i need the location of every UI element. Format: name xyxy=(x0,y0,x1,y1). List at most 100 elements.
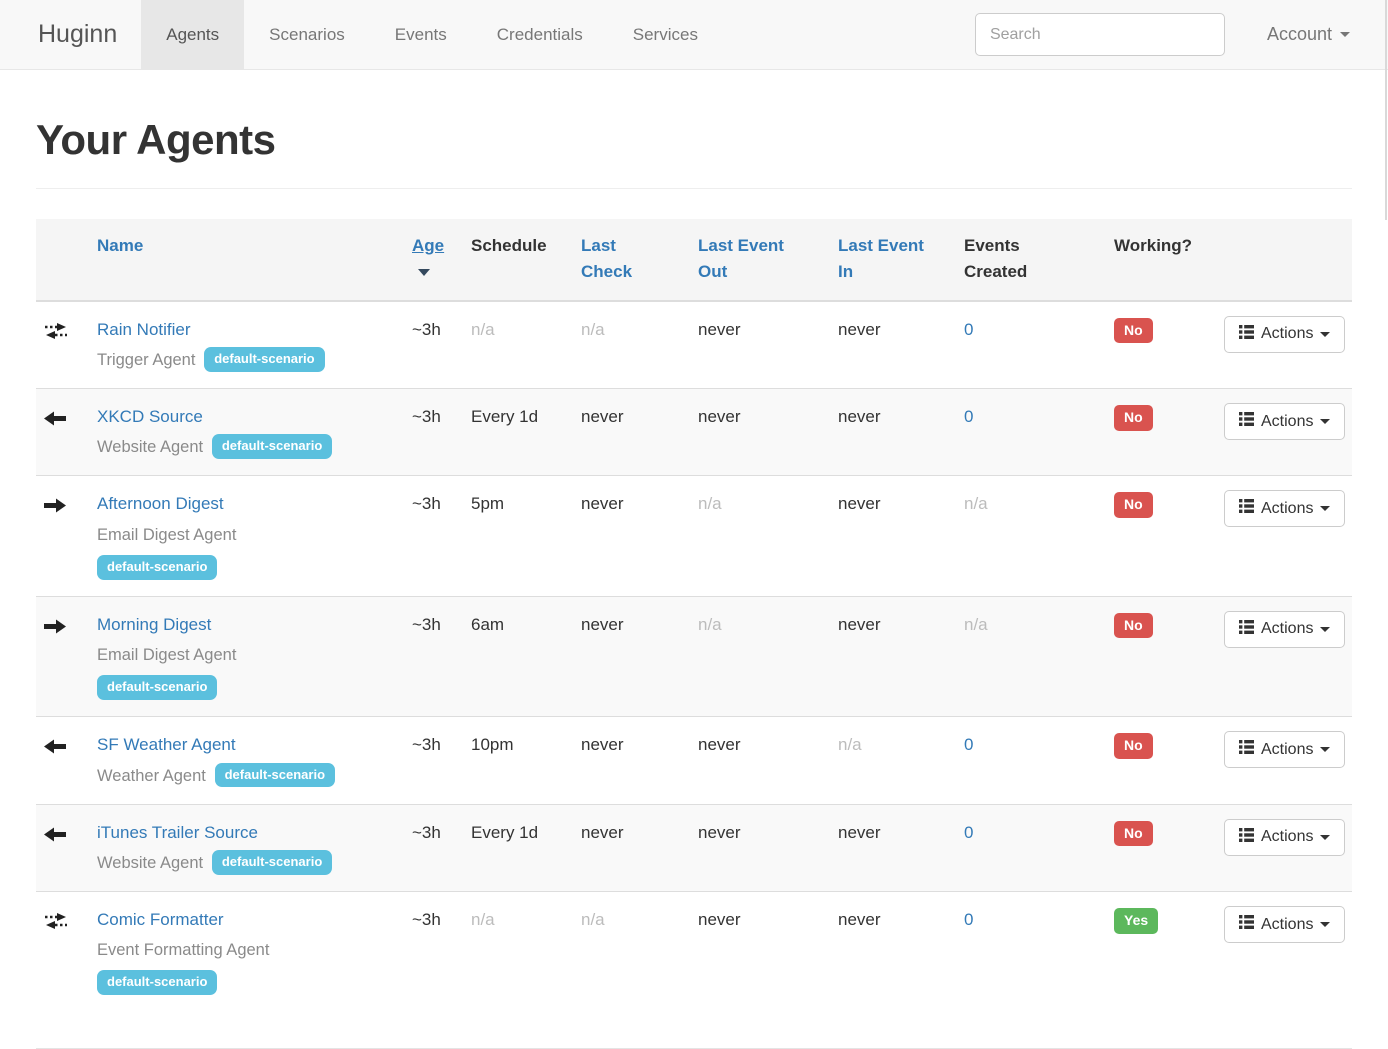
last-event-in-column-header: Last Event In xyxy=(830,219,956,302)
brand-logo[interactable]: Huginn xyxy=(38,20,118,48)
agent-name-link[interactable]: SF Weather Agent xyxy=(97,735,236,755)
schedule-cell: 6am xyxy=(463,595,573,717)
nav-item-events[interactable]: Events xyxy=(394,24,447,44)
list-icon xyxy=(1239,619,1254,639)
cell-value: n/a xyxy=(471,319,495,339)
cell-value: never xyxy=(838,614,881,634)
scenario-badge[interactable]: default-scenario xyxy=(97,970,218,996)
last-event-in-cell: never xyxy=(830,388,956,476)
main-content: Your Agents Name Age Schedule Last Check… xyxy=(36,116,1352,1049)
list-icon xyxy=(1239,499,1254,518)
top-navbar: Huginn Agents Scenarios Events Credentials S… xyxy=(0,0,1388,70)
scenario-badge[interactable]: default-scenario xyxy=(204,346,325,372)
working-cell: No xyxy=(1106,301,1216,389)
cell-value: n/a xyxy=(698,494,722,514)
scenario-badge[interactable]: default-scenario xyxy=(97,554,218,580)
last-event-out-column-header: Last Event Out xyxy=(690,219,830,302)
events-created-link[interactable]: 0 xyxy=(964,319,974,339)
scenario-badge[interactable]: default-scenario xyxy=(211,849,333,875)
table-header: Name Age Schedule Last Check Last Event … xyxy=(36,219,1352,302)
agent-name-link[interactable]: iTunes Trailer Source xyxy=(97,822,258,842)
nav-item-agents[interactable]: Agents xyxy=(141,0,245,69)
sort-by-name[interactable]: Name xyxy=(97,236,144,255)
working-status-badge: No xyxy=(1114,733,1153,759)
search-input[interactable] xyxy=(974,13,1225,56)
last-event-in-cell: never xyxy=(830,891,956,1012)
events-created-link[interactable]: 0 xyxy=(964,407,974,427)
nav-item-credentials[interactable]: Credentials xyxy=(496,24,583,44)
actions-button[interactable]: Actions xyxy=(1224,610,1346,648)
actions-cell: Actions xyxy=(1216,475,1352,597)
events-created-cell: 0 xyxy=(956,388,1106,476)
nav-item-services[interactable]: Services xyxy=(632,24,698,44)
schedule-column-header: Schedule xyxy=(463,219,573,302)
schedule-cell: 5pm xyxy=(463,475,573,597)
agent-name-link[interactable]: Afternoon Digest xyxy=(97,494,224,514)
account-menu[interactable]: Account xyxy=(1225,24,1388,45)
last-event-in-cell: n/a xyxy=(830,716,956,805)
schedule-cell: n/a xyxy=(463,301,573,389)
agent-name-link[interactable]: XKCD Source xyxy=(97,407,203,427)
agent-name-link[interactable]: Comic Formatter xyxy=(97,910,224,930)
agent-type-label: Email Digest Agent xyxy=(97,646,237,665)
agent-name-link[interactable]: Morning Digest xyxy=(97,614,212,634)
actions-column-header xyxy=(1216,219,1352,302)
agent-icon-cell xyxy=(36,891,89,1012)
cell-value: n/a xyxy=(838,735,862,755)
age-cell: ~3h xyxy=(404,301,463,389)
cell-value: Every 1d xyxy=(471,822,539,842)
last-event-out-cell: n/a xyxy=(690,595,830,717)
table-body: Rain Notifier Trigger Agent default-scena… xyxy=(36,301,1352,1012)
arrow-right-icon xyxy=(44,494,66,521)
actions-button[interactable]: Actions xyxy=(1224,403,1346,441)
last-check-cell: n/a xyxy=(573,891,690,1012)
events-created-cell: 0 xyxy=(956,301,1106,389)
scenario-badge[interactable]: default-scenario xyxy=(211,434,333,460)
events-created-cell: n/a xyxy=(956,595,1106,717)
last-check-cell: never xyxy=(573,803,690,892)
events-created-link[interactable]: 0 xyxy=(964,735,974,755)
scrollbar[interactable] xyxy=(1385,0,1387,220)
actions-cell: Actions xyxy=(1216,803,1352,892)
events-created-link[interactable]: 0 xyxy=(964,822,974,842)
page-title: Your Agents xyxy=(36,116,276,163)
agent-name-cell: Comic Formatter Event Formatting Agent de… xyxy=(89,891,404,1012)
actions-button[interactable]: Actions xyxy=(1224,818,1346,856)
cell-value: n/a xyxy=(471,910,495,930)
main-nav: Agents Scenarios Events Credentials Services xyxy=(141,0,723,69)
scenario-badge[interactable]: default-scenario xyxy=(214,762,336,788)
cell-value: ~3h xyxy=(412,735,441,755)
sort-by-age[interactable]: Age xyxy=(412,236,445,255)
events-created-link[interactable]: 0 xyxy=(964,910,974,930)
scenario-badge[interactable]: default-scenario xyxy=(97,675,218,701)
agent-type-label: Trigger Agent xyxy=(97,350,196,369)
cell-value: never xyxy=(698,735,741,755)
sort-direction-icon xyxy=(418,269,430,277)
cell-value: n/a xyxy=(698,614,722,634)
agent-icon-cell xyxy=(36,716,89,805)
chevron-down-icon xyxy=(1320,419,1331,425)
cell-value: never xyxy=(838,910,881,930)
last-event-out-cell: never xyxy=(690,716,830,805)
cell-value: ~3h xyxy=(412,822,441,842)
arrow-left-icon xyxy=(44,823,66,850)
nav-item-scenarios[interactable]: Scenarios xyxy=(269,24,345,44)
last-event-in-cell: never xyxy=(830,595,956,717)
sort-by-last-event-out[interactable]: Last Event Out xyxy=(698,236,784,282)
sort-by-last-check[interactable]: Last Check xyxy=(581,236,633,282)
list-icon xyxy=(1239,412,1254,431)
agent-name-cell: iTunes Trailer Source Website Agent defau… xyxy=(89,803,404,892)
actions-button[interactable]: Actions xyxy=(1224,906,1346,944)
events-created-column-header: Events Created xyxy=(956,219,1106,302)
last-check-cell: n/a xyxy=(573,301,690,389)
actions-button[interactable]: Actions xyxy=(1224,731,1346,769)
actions-button[interactable]: Actions xyxy=(1224,315,1346,353)
list-icon xyxy=(1239,740,1254,759)
actions-button[interactable]: Actions xyxy=(1224,490,1346,528)
agent-name-link[interactable]: Rain Notifier xyxy=(97,319,191,339)
footer-divider xyxy=(36,1047,1352,1049)
sort-by-last-event-in[interactable]: Last Event In xyxy=(838,236,924,282)
age-cell: ~3h xyxy=(404,475,463,597)
chevron-down-icon xyxy=(1320,331,1331,337)
exchange-icon xyxy=(44,910,68,937)
